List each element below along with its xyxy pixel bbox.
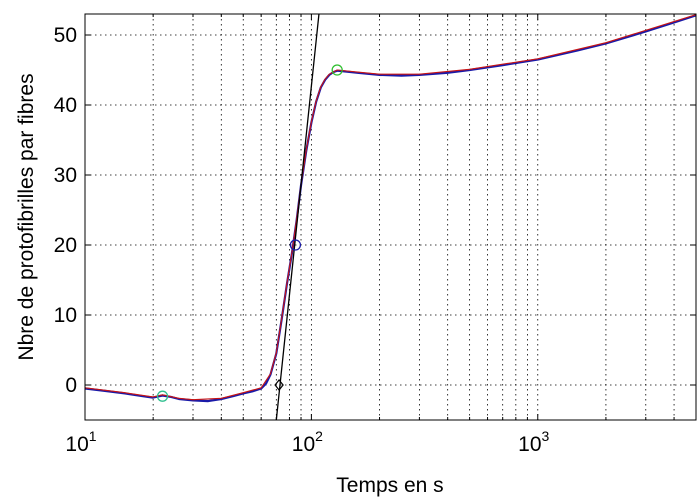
axis-ticks: 0 10 20 30 40 50 101 102 103 bbox=[54, 14, 696, 456]
plot-area bbox=[85, 14, 696, 420]
circle-marker bbox=[156, 390, 169, 402]
y-axis-label: Nbre de protofibrilles par fibres bbox=[15, 73, 38, 360]
marker-layer bbox=[156, 64, 343, 402]
diamond-marker bbox=[274, 379, 284, 391]
x-tick-label: 102 bbox=[292, 428, 323, 456]
y-tick-label: 50 bbox=[54, 24, 77, 47]
y-tick-label: 40 bbox=[54, 94, 77, 117]
y-tick-label: 0 bbox=[65, 374, 77, 397]
x-axis-label: Temps en s bbox=[336, 474, 443, 497]
circle-marker bbox=[331, 64, 343, 76]
y-tick-label: 30 bbox=[54, 164, 77, 187]
grid bbox=[85, 14, 696, 420]
series-layer bbox=[85, 14, 696, 420]
fit-line bbox=[275, 14, 320, 420]
x-tick-label: 103 bbox=[518, 428, 549, 456]
y-tick-label: 20 bbox=[54, 234, 77, 257]
plot-frame bbox=[84, 13, 697, 421]
x-tick-label: 101 bbox=[65, 428, 96, 456]
circle-marker bbox=[289, 239, 302, 251]
y-tick-label: 10 bbox=[54, 304, 77, 327]
